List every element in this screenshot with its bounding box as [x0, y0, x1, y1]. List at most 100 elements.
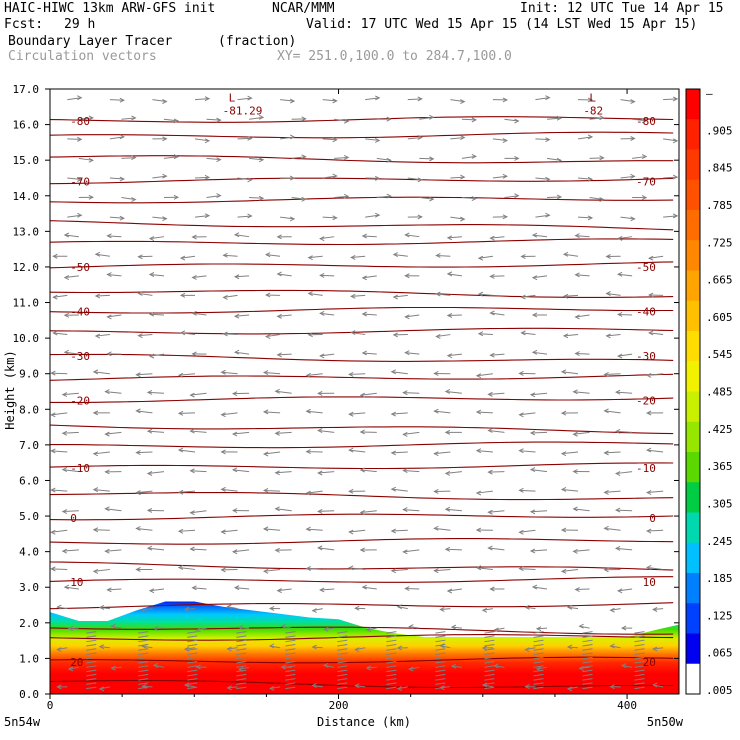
vector-arrow	[337, 678, 348, 681]
isotherm-label: 20	[70, 656, 83, 669]
vector-arrow	[109, 136, 124, 140]
vector-arrowhead	[307, 255, 313, 261]
vector-arrowhead	[137, 254, 143, 260]
y-tick-label: 11.0	[13, 297, 40, 310]
vector-arrow	[366, 666, 377, 669]
vector-arrowhead	[514, 118, 520, 124]
vector-arrowhead	[390, 528, 397, 534]
vector-arrowhead	[173, 118, 180, 124]
vector-arrowhead	[574, 351, 580, 356]
vector-arrow	[546, 157, 562, 161]
vector-arrow	[264, 372, 281, 375]
vector-arrow	[536, 666, 548, 670]
vector-arrow	[434, 568, 451, 572]
vector-arrow	[582, 643, 593, 647]
vector-arrow	[86, 635, 97, 638]
vector-arrow	[187, 669, 198, 673]
vector-arrowhead	[189, 546, 195, 552]
vector-arrow	[403, 392, 420, 394]
vector-arrow	[530, 549, 548, 552]
vector-arrow	[149, 236, 165, 240]
vector-arrow	[484, 648, 495, 651]
vector-arrowhead	[61, 430, 68, 436]
vector-arrowhead	[231, 508, 238, 513]
vector-arrowhead	[429, 156, 435, 162]
vector-arrow	[291, 156, 306, 159]
vector-arrowhead	[386, 193, 392, 199]
vector-arrowhead	[189, 428, 195, 434]
vector-arrowhead	[237, 624, 244, 630]
vector-arrow	[138, 639, 149, 643]
colorbar-swatch	[686, 240, 700, 271]
vector-arrow	[86, 639, 97, 643]
vector-arrowhead	[289, 98, 296, 104]
vector-arrow	[136, 490, 153, 494]
vector-arrow	[142, 645, 153, 649]
vector-arrowhead	[475, 565, 482, 571]
vector-arrowhead	[489, 352, 495, 358]
vector-arrow	[190, 510, 207, 514]
y-tick-label: 16.0	[13, 119, 40, 132]
vector-arrowhead	[487, 428, 493, 433]
vector-arrow	[192, 312, 207, 316]
vector-arrowhead	[630, 173, 636, 179]
colorbar-swatch	[686, 421, 700, 453]
vector-arrowhead	[348, 529, 354, 535]
vector-arrowhead	[119, 134, 125, 140]
vector-arrow	[187, 686, 198, 690]
vector-arrow	[533, 639, 544, 643]
vector-arrowhead	[514, 155, 520, 161]
vector-arrow	[419, 116, 434, 120]
vector-arrow	[57, 606, 68, 610]
vector-arrow	[285, 678, 296, 681]
vector-arrowhead	[173, 194, 180, 200]
vector-arrow	[434, 451, 451, 455]
vector-arrow	[320, 236, 335, 240]
vector-arrowhead	[268, 686, 275, 691]
vector-arrowhead	[77, 136, 83, 142]
vector-arrow	[149, 588, 165, 592]
vector-arrowhead	[94, 251, 101, 257]
vector-arrow	[334, 118, 349, 122]
colorbar-label: .365	[706, 460, 733, 473]
vector-arrowhead	[566, 644, 573, 650]
vector-arrowhead	[319, 236, 325, 242]
vector-arrow	[351, 255, 366, 258]
vector-arrow	[277, 273, 292, 277]
vector-arrow	[221, 412, 238, 416]
vector-arrow	[532, 234, 548, 238]
vector-arrowhead	[104, 469, 110, 475]
vector-arrow	[223, 294, 238, 298]
vector-arrowhead	[56, 604, 62, 610]
vector-arrowhead	[620, 663, 627, 668]
vector-arrow	[51, 489, 68, 492]
vector-arrow	[147, 471, 165, 475]
vector-arrow	[138, 678, 149, 681]
vector-arrow	[391, 568, 408, 572]
vector-arrow	[484, 678, 495, 681]
vector-arrow	[618, 273, 633, 277]
vector-arrow	[488, 392, 505, 395]
vector-arrow	[138, 635, 149, 638]
vector-arrowhead	[152, 662, 159, 668]
vector-arrow	[434, 527, 451, 531]
field-name: Boundary Layer Tracer	[8, 34, 173, 49]
vector-arrow	[107, 235, 122, 238]
vector-arrow	[194, 176, 210, 179]
vector-arrowhead	[162, 99, 168, 104]
vector-arrow	[582, 665, 593, 668]
isotherm-line	[50, 306, 674, 314]
vector-arrow	[337, 652, 348, 655]
vector-arrow	[365, 214, 380, 218]
vector-arrowhead	[280, 623, 286, 629]
vector-arrowhead	[354, 605, 360, 611]
vector-arrowhead	[481, 682, 488, 688]
y-tick-label: 4.0	[19, 546, 39, 559]
vector-arrow	[308, 255, 323, 259]
vector-arrow	[86, 652, 97, 655]
vector-arrowhead	[603, 450, 609, 456]
vector-arrow	[163, 156, 179, 159]
vector-arrowhead	[231, 391, 238, 397]
vector-arrowhead	[545, 212, 551, 218]
